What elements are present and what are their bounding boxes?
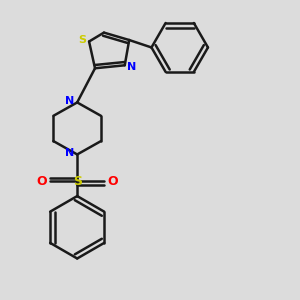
Text: O: O [37,175,47,188]
Text: N: N [65,148,74,158]
Text: S: S [73,175,82,188]
Text: N: N [127,62,136,72]
Text: N: N [65,96,74,106]
Text: S: S [79,35,86,45]
Text: O: O [107,175,118,188]
